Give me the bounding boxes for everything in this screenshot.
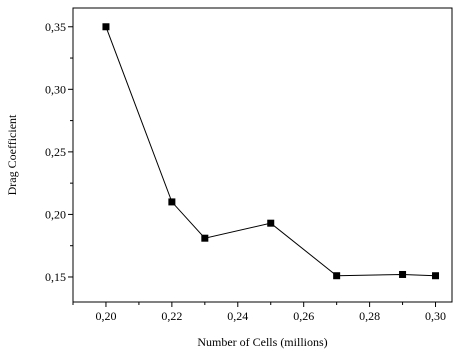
x-tick-label: 0,30 (425, 309, 446, 323)
y-tick-label: 0,35 (45, 20, 66, 34)
y-tick-label: 0,30 (45, 82, 66, 96)
y-tick-label: 0,15 (45, 270, 66, 284)
plot-frame (72, 7, 453, 303)
y-axis: 0,15 0,20 0,25 0,30 0,35 (45, 20, 73, 284)
x-tick-label: 0,28 (359, 309, 380, 323)
data-point (102, 23, 110, 31)
x-tick-label: 0,24 (227, 309, 248, 323)
data-point (201, 234, 209, 242)
x-axis: 0,20 0,22 0,24 0,26 0,28 0,30 (72, 302, 446, 323)
plot-area (72, 7, 453, 303)
x-axis-label: Number of Cells (millions) (197, 335, 327, 349)
data-point (168, 198, 176, 206)
data-point (333, 272, 341, 280)
y-tick-label: 0,25 (45, 145, 66, 159)
series-layer (102, 23, 440, 280)
data-point (267, 219, 275, 227)
series-line (105, 26, 436, 277)
data-point (432, 272, 440, 280)
x-tick-label: 0,26 (293, 309, 314, 323)
y-tick-label: 0,20 (45, 207, 66, 221)
x-tick-label: 0,22 (161, 309, 182, 323)
x-tick-label: 0,20 (95, 309, 116, 323)
data-point (399, 270, 407, 278)
y-axis-label: Drag Coefficient (5, 114, 19, 195)
